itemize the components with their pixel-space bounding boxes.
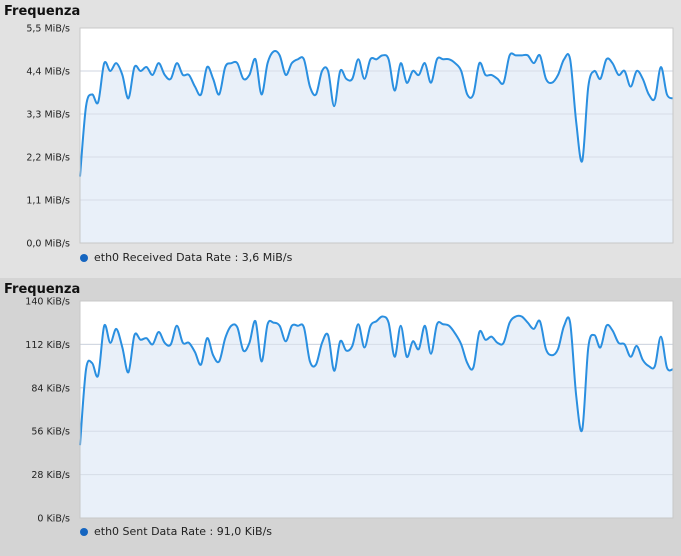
sent-rate-panel: Frequenza 0 KiB/s 28 KiB/s 56 KiB/s 84 KiB/… (0, 278, 681, 556)
chart-title: Frequenza (4, 4, 81, 19)
plot-border (79, 300, 674, 519)
y-tick-label: 56 KiB/s (31, 427, 70, 438)
sent-rate-chart: 0 KiB/s 28 KiB/s 56 KiB/s 84 KiB/s 112 KiB/s… (25, 297, 674, 525)
y-tick-label: 5,5 MiB/s (26, 24, 70, 35)
y-tick-label: 4,4 MiB/s (26, 67, 70, 78)
legend-label: eth0 Received Data Rate : 3,6 MiB/s (94, 251, 293, 264)
received-rate-panel: Frequenza 0,0 MiB/s 1,1 MiB/s 2,2 MiB/s 3,3… (0, 0, 681, 278)
legend-label: eth0 Sent Data Rate : 91,0 KiB/s (94, 525, 273, 538)
chart-legend: eth0 Received Data Rate : 3,6 MiB/s (80, 251, 292, 264)
y-tick-label: 0,0 MiB/s (26, 239, 70, 250)
y-tick-label: 28 KiB/s (31, 470, 70, 481)
y-tick-label: 112 KiB/s (25, 340, 70, 351)
y-tick-label: 3,3 MiB/s (26, 110, 70, 121)
chart-legend: eth0 Sent Data Rate : 91,0 KiB/s (80, 525, 272, 538)
y-tick-label: 1,1 MiB/s (26, 196, 70, 207)
plot-border (79, 27, 674, 244)
y-tick-label: 0 KiB/s (37, 514, 70, 525)
series-area (80, 50, 673, 243)
y-tick-label: 84 KiB/s (31, 383, 70, 394)
legend-dot-icon (80, 527, 88, 536)
chart-title: Frequenza (4, 282, 81, 297)
legend-dot-icon (80, 253, 88, 262)
y-tick-label: 140 KiB/s (25, 297, 70, 308)
series-area (80, 315, 673, 518)
series-line (79, 49, 674, 177)
y-tick-label: 2,2 MiB/s (26, 153, 70, 164)
received-rate-chart: 0,0 MiB/s 1,1 MiB/s 2,2 MiB/s 3,3 MiB/s 4,4 … (26, 24, 674, 250)
series-line (79, 314, 674, 446)
